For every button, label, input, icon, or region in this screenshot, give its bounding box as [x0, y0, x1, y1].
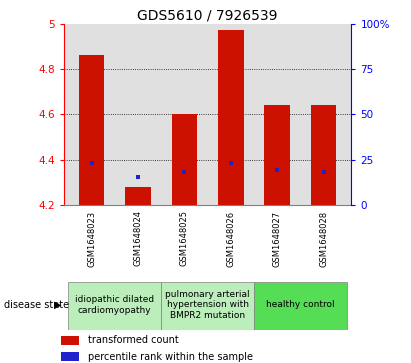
Text: ▶: ▶ — [54, 300, 62, 310]
Text: GSM1648025: GSM1648025 — [180, 211, 189, 266]
Bar — [161, 282, 254, 330]
Text: GSM1648028: GSM1648028 — [319, 211, 328, 266]
Bar — [311, 105, 336, 205]
Bar — [218, 30, 243, 205]
Text: disease state: disease state — [4, 300, 69, 310]
Text: percentile rank within the sample: percentile rank within the sample — [88, 352, 253, 362]
Text: GSM1648024: GSM1648024 — [134, 211, 143, 266]
Bar — [61, 352, 79, 362]
Bar — [264, 105, 290, 205]
Bar — [125, 187, 151, 205]
Bar — [61, 336, 79, 345]
Text: GSM1648023: GSM1648023 — [87, 211, 96, 266]
Bar — [79, 55, 104, 205]
Bar — [68, 282, 161, 330]
Text: pulmonary arterial
hypertension with
BMPR2 mutation: pulmonary arterial hypertension with BMP… — [165, 290, 250, 320]
Bar — [172, 114, 197, 205]
Text: GSM1648027: GSM1648027 — [272, 211, 282, 266]
Text: GSM1648026: GSM1648026 — [226, 211, 235, 266]
Text: idiopathic dilated
cardiomyopathy: idiopathic dilated cardiomyopathy — [75, 295, 154, 315]
Bar — [254, 282, 347, 330]
Title: GDS5610 / 7926539: GDS5610 / 7926539 — [137, 8, 278, 23]
Text: transformed count: transformed count — [88, 335, 179, 346]
Text: healthy control: healthy control — [266, 300, 335, 309]
